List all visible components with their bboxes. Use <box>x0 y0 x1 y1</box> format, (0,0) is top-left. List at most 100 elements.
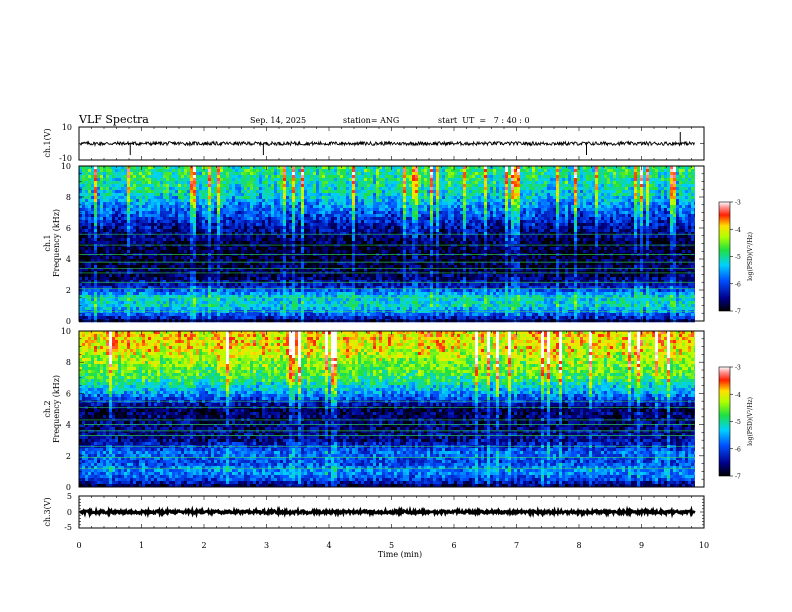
spectrogram-cell <box>445 226 449 230</box>
spectrogram-cell <box>493 199 497 203</box>
spectrogram-cell <box>349 181 353 185</box>
spectrogram-cell <box>211 220 215 224</box>
spectrogram-cell <box>568 202 572 206</box>
spectrogram-cell <box>130 196 134 200</box>
spectrogram-cell <box>412 169 416 173</box>
spectrogram-cell <box>682 193 686 197</box>
spectrogram-cell <box>592 178 596 182</box>
spectrogram-cell <box>103 220 107 224</box>
spectrogram-cell <box>406 178 410 182</box>
spectrogram-cell <box>619 208 623 212</box>
spectrogram-cell <box>421 181 425 185</box>
spectrogram-cell <box>616 214 620 218</box>
spectrogram-cell <box>460 229 464 233</box>
spectrogram-cell <box>190 175 194 179</box>
spectrogram-cell <box>103 178 107 182</box>
spectrogram-cell <box>175 232 179 236</box>
spectrogram-cell <box>211 199 215 203</box>
spectrogram-cell <box>580 205 584 209</box>
spectrogram-cell <box>184 235 188 239</box>
spectrogram-cell <box>391 175 395 179</box>
spectrogram-cell <box>229 199 233 203</box>
spectrogram-cell <box>580 229 584 233</box>
spectrogram-cell <box>616 208 620 212</box>
spectrogram-cell <box>202 202 206 206</box>
spectrogram-cell <box>346 208 350 212</box>
spectrogram-cell <box>82 208 86 212</box>
spectrogram-cell <box>331 235 335 239</box>
spectrogram-cell <box>337 202 341 206</box>
spectrogram-cell <box>664 196 668 200</box>
spectrogram-cell <box>373 190 377 194</box>
spectrogram-cell <box>418 214 422 218</box>
spectrogram-cell <box>628 193 632 197</box>
spectrogram-cell <box>487 232 491 236</box>
spectrogram-cell <box>481 205 485 209</box>
spectrogram-cell <box>532 190 536 194</box>
spectrogram-cell <box>667 184 671 188</box>
spectrogram-cell <box>82 226 86 230</box>
spectrogram-cell <box>613 169 617 173</box>
spectrogram-cell <box>577 178 581 182</box>
spectrogram-cell <box>277 166 281 170</box>
spectrogram-cell <box>598 220 602 224</box>
spectrogram-cell <box>295 229 299 233</box>
spectrogram-cell <box>418 196 422 200</box>
spectrogram-cell <box>562 187 566 191</box>
spectrogram-cell <box>595 211 599 215</box>
spectrogram-cell <box>388 184 392 188</box>
spectrogram-cell <box>265 193 269 197</box>
ch1-waveform-ticks <box>78 126 705 161</box>
spectrogram-cell <box>679 199 683 203</box>
spectrogram-cell <box>688 181 692 185</box>
spectrogram-cell <box>535 214 539 218</box>
spectrogram-cell <box>619 181 623 185</box>
spectrogram-cell <box>91 181 95 185</box>
spectrogram-cell <box>328 208 332 212</box>
spectrogram-cell <box>175 226 179 230</box>
spectrogram-cell <box>556 172 560 176</box>
spectrogram-cell <box>448 184 452 188</box>
spectrogram-cell <box>304 190 308 194</box>
spectrogram-cell <box>133 223 137 227</box>
spectrogram-cell <box>85 229 89 233</box>
spectrogram-cell <box>298 175 302 179</box>
spectrogram-cell <box>148 193 152 197</box>
spectrogram-cell <box>352 223 356 227</box>
spectrogram-cell <box>490 187 494 191</box>
spectrogram-cell <box>451 199 455 203</box>
spectrogram-cell <box>457 187 461 191</box>
spectrogram-cell <box>82 184 86 188</box>
spectrogram-cell <box>550 166 554 170</box>
spectrogram-cell <box>559 193 563 197</box>
spectrogram-cell <box>388 166 392 170</box>
spectrogram-cell <box>562 229 566 233</box>
spectrogram-cell <box>217 232 221 236</box>
spectrogram-cell <box>658 208 662 212</box>
spectrogram-cell <box>664 220 668 224</box>
spectrogram-cell <box>139 172 143 176</box>
spectrogram-cell <box>238 169 242 173</box>
spectrogram-cell <box>316 184 320 188</box>
spectrogram-cell <box>217 187 221 191</box>
spectrogram-cell <box>205 208 209 212</box>
spectrogram-cell <box>328 178 332 182</box>
spectrogram-cell <box>184 193 188 197</box>
spectrogram-cell <box>79 175 83 179</box>
spectrogram-cell <box>505 184 509 188</box>
spectrogram-cell <box>97 226 101 230</box>
spectrogram-cell <box>649 172 653 176</box>
spectrogram-cell <box>160 211 164 215</box>
spectrogram-cell <box>370 199 374 203</box>
spectrogram-cell <box>553 172 557 176</box>
spectrogram-cell <box>91 187 95 191</box>
spectrogram-cell <box>382 175 386 179</box>
spectrogram-cell <box>301 220 305 224</box>
spectrogram-cell <box>391 202 395 206</box>
spectrogram-cell <box>559 175 563 179</box>
spectrogram-cell <box>388 217 392 221</box>
spectrogram-cell <box>619 205 623 209</box>
spectrogram-cell <box>508 199 512 203</box>
spectrogram-cell <box>298 220 302 224</box>
spectrogram-cell <box>232 202 236 206</box>
